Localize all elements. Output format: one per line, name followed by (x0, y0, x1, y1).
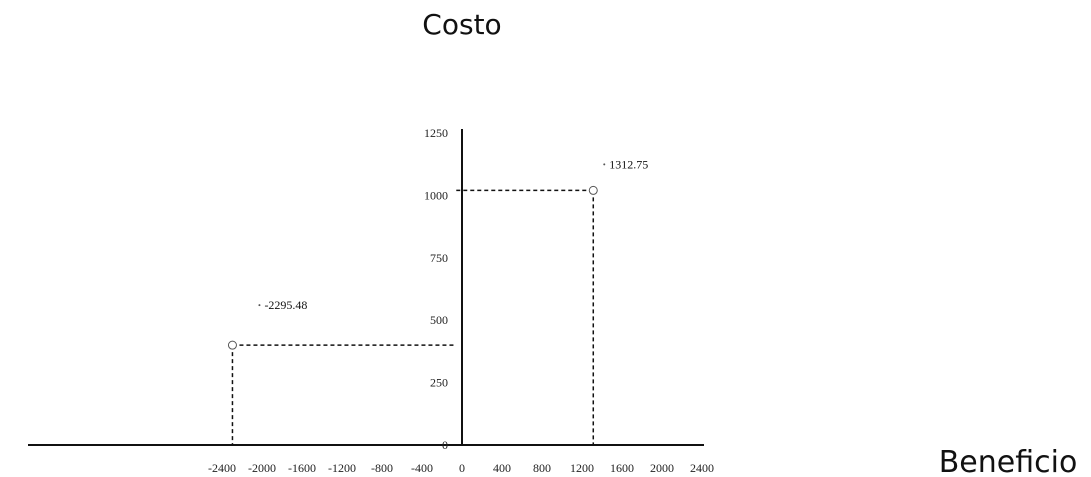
x-tick-label: -800 (371, 461, 393, 475)
x-tick-label: -400 (411, 461, 433, 475)
label-marker (603, 163, 606, 166)
x-tick-label: -2400 (208, 461, 236, 475)
x-tick-label: 2000 (650, 461, 674, 475)
data-point (588, 185, 598, 195)
data-point (227, 340, 237, 350)
x-tick-label: -1200 (328, 461, 356, 475)
x-axis-title: Beneficio (939, 445, 1078, 477)
x-tick-label: 1600 (610, 461, 634, 475)
y-tick-label: 500 (430, 313, 448, 327)
point-label: 1312.75 (609, 157, 648, 171)
x-tick-label: -2000 (248, 461, 276, 475)
y-tick-labels: 0 250 500 750 1000 1250 (424, 126, 448, 452)
y-tick-label: 750 (430, 251, 448, 265)
x-tick-labels: -2400 -2000 -1600 -1200 -800 -400 0 400 800 1200 1… (208, 461, 714, 475)
y-tick-label: 1250 (424, 126, 448, 140)
x-tick-label: 800 (533, 461, 551, 475)
x-tick-label: 2400 (690, 461, 714, 475)
x-tick-label: 1200 (570, 461, 594, 475)
y-axis-title: Costo (422, 8, 501, 41)
y-tick-label: 1000 (424, 188, 448, 202)
label-marker (258, 304, 261, 307)
data-points: -2295.48 1312.75 (227, 157, 648, 350)
x-tick-label: -1600 (288, 461, 316, 475)
x-tick-label: 0 (459, 461, 465, 475)
y-tick-label: 250 (430, 376, 448, 390)
x-tick-label: 400 (493, 461, 511, 475)
point-label: -2295.48 (264, 298, 307, 312)
guide-lines (231, 189, 595, 445)
y-tick-label: 0 (442, 438, 448, 452)
